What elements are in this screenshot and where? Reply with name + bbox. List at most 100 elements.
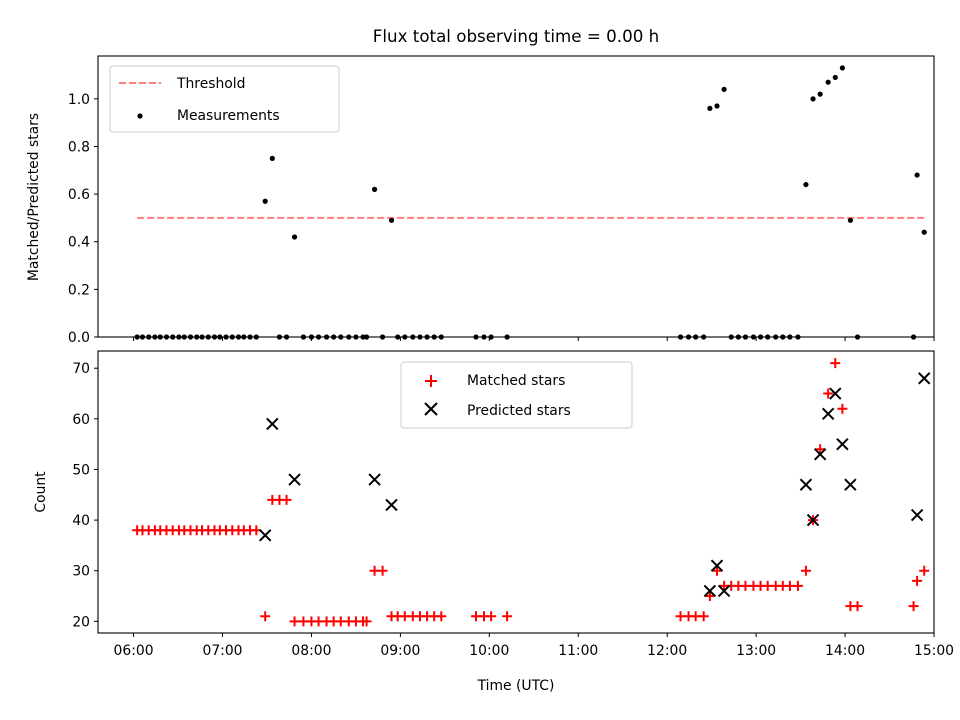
- matched-point: [486, 611, 497, 622]
- predicted-point: [813, 448, 827, 461]
- count-x-axis: 06:00 07:00 08:00 09:00 10:00 11:00 12:00 13:00…: [114, 633, 954, 659]
- measurement-point: [262, 198, 268, 204]
- measurement-point: [803, 181, 809, 188]
- y-tick-label: 0.4: [68, 235, 90, 251]
- matched-legend-swatch: [425, 375, 437, 387]
- measurement-point: [721, 86, 727, 92]
- x-tick-label: 06:00: [114, 643, 154, 659]
- matched-point: [830, 358, 841, 369]
- y-tick-label: 0.6: [68, 187, 90, 203]
- predicted-point: [799, 478, 813, 491]
- measurements-legend-swatch: [137, 113, 143, 119]
- measurement-point: [291, 234, 298, 240]
- y-tick-label: 40: [72, 513, 90, 529]
- measurement-point: [825, 79, 831, 85]
- predicted-point: [385, 498, 398, 512]
- predicted-legend-label: Predicted stars: [467, 403, 571, 419]
- measurement-point: [388, 217, 395, 223]
- y-tick-label: 30: [72, 564, 90, 580]
- matched-point: [792, 580, 803, 591]
- matched-point: [919, 565, 930, 576]
- x-tick-label: 08:00: [291, 643, 331, 659]
- chart-title: Flux total observing time = 0.00 h: [373, 26, 659, 46]
- predicted-point: [910, 508, 924, 522]
- predicted-point: [829, 387, 842, 400]
- measurement-point: [371, 186, 378, 192]
- y-tick-label: 0.2: [68, 282, 90, 298]
- measurement-point: [914, 172, 920, 178]
- y-tick-label: 0.8: [68, 139, 90, 155]
- count-legend-box: [400, 361, 633, 429]
- measurement-point: [817, 91, 823, 97]
- y-tick-label: 1.0: [68, 92, 90, 108]
- predicted-point: [703, 584, 717, 598]
- y-tick-label: 60: [72, 412, 90, 428]
- predicted-point: [717, 584, 731, 598]
- x-tick-label: 10:00: [469, 643, 509, 659]
- matched-legend-label: Matched stars: [467, 373, 565, 389]
- ratio-y-axis: 0.0 0.2 0.4 0.6 0.8 1.0: [68, 92, 98, 346]
- count-y-axis: 20 30 40 50 60 70: [72, 361, 98, 630]
- predicted-point: [710, 559, 724, 572]
- predicted-point: [836, 437, 849, 451]
- x-tick-label: 12:00: [647, 643, 687, 659]
- measurements-legend-label: Measurements: [177, 108, 280, 124]
- y-tick-label: 70: [72, 361, 90, 377]
- predicted-point: [258, 529, 272, 542]
- matched-point: [823, 388, 834, 399]
- measurement-point: [847, 217, 854, 223]
- matched-point: [502, 611, 513, 622]
- ratio-y-axis-label: Matched/Predicted stars: [26, 113, 42, 281]
- measurement-point: [810, 96, 816, 102]
- measurement-point: [714, 103, 720, 109]
- measurement-point: [269, 155, 275, 161]
- x-axis-label: Time (UTC): [477, 678, 555, 694]
- matched-point: [852, 601, 863, 612]
- matched-point: [289, 616, 300, 627]
- predicted-point: [844, 478, 857, 491]
- x-tick-label: 11:00: [558, 643, 598, 659]
- x-tick-label: 13:00: [736, 643, 776, 659]
- matched-point: [711, 565, 722, 576]
- x-tick-label: 14:00: [825, 643, 865, 659]
- x-tick-label: 15:00: [914, 643, 954, 659]
- predicted-point: [266, 417, 279, 431]
- y-tick-label: 0.0: [68, 330, 90, 346]
- matched-point: [908, 601, 919, 612]
- matched-point: [704, 591, 715, 602]
- matched-point: [361, 616, 372, 627]
- ratio-panel: Flux total observing time = 0.00 h 0.00.…: [26, 26, 935, 346]
- measurement-point: [707, 105, 713, 111]
- predicted-point: [821, 407, 835, 420]
- predicted-point: [918, 372, 931, 385]
- matched-point: [837, 403, 848, 414]
- count-y-axis-label: Count: [33, 471, 49, 513]
- ratio-x-ticks: [133, 337, 935, 341]
- y-tick-label: 20: [72, 614, 90, 630]
- matched-point: [698, 611, 709, 622]
- predicted-point: [806, 513, 820, 527]
- x-tick-label: 09:00: [380, 643, 420, 659]
- count-panel: 20 30 40 50 60 70 06:00 07:00 08:00 09:00 10:00 11…: [33, 350, 954, 694]
- ratio-legend-box: [109, 65, 340, 133]
- count-axes-frame: [97, 350, 935, 634]
- count-plot-area: [132, 358, 931, 627]
- matched-point: [281, 494, 292, 505]
- measurement-point: [839, 65, 845, 71]
- count-legend: Matched stars Predicted stars: [400, 361, 633, 429]
- measurement-point: [832, 74, 838, 81]
- ratio-legend: Threshold Measurements: [109, 65, 340, 133]
- x-tick-label: 07:00: [202, 643, 242, 659]
- ratio-axes-frame: [97, 55, 935, 338]
- matched-point: [377, 565, 388, 576]
- matched-point: [912, 575, 923, 586]
- threshold-legend-label: Threshold: [176, 76, 245, 92]
- measurement-point: [921, 229, 927, 235]
- matched-point: [436, 611, 447, 622]
- matched-point: [260, 611, 271, 622]
- matched-point: [800, 565, 811, 576]
- predicted-legend-swatch: [424, 402, 438, 416]
- y-tick-label: 50: [72, 462, 90, 478]
- predicted-point: [288, 473, 301, 486]
- matched-point: [815, 444, 826, 455]
